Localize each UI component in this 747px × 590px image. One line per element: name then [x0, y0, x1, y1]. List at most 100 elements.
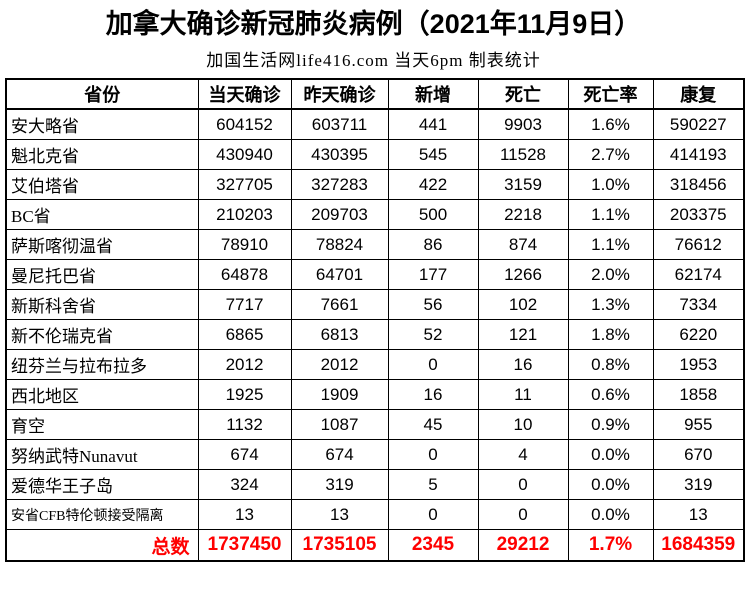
- page-subtitle: 加国生活网life416.com 当天6pm 制表统计: [206, 51, 541, 70]
- cell-new-cases: 0: [387, 439, 479, 470]
- cell-today-confirmed: 674: [197, 439, 292, 470]
- cell-today-confirmed: 324: [197, 469, 292, 500]
- cell-deaths: 874: [477, 229, 569, 260]
- cell-today-confirmed: 78910: [197, 229, 292, 260]
- cell-new-cases: 545: [387, 139, 479, 170]
- cell-province: 纽芬兰与拉布拉多: [5, 349, 199, 380]
- column-header-death-rate: 死亡率: [567, 78, 654, 110]
- cell-recovered: 590227: [652, 108, 745, 140]
- cell-deaths: 11: [477, 379, 569, 410]
- cell-recovered: 6220: [652, 319, 745, 350]
- cell-yesterday-confirmed: 7661: [290, 289, 389, 320]
- cell-new-cases: 0: [387, 349, 479, 380]
- cell-deaths: 10: [477, 409, 569, 440]
- cell-death-rate: 2.7%: [567, 139, 654, 170]
- cell-yesterday-confirmed: 1087: [290, 409, 389, 440]
- cell-province: BC省: [5, 199, 199, 230]
- total-cell-death-rate: 1.7%: [567, 529, 654, 562]
- cell-death-rate: 1.1%: [567, 199, 654, 230]
- cell-death-rate: 0.6%: [567, 379, 654, 410]
- cell-today-confirmed: 604152: [197, 108, 292, 140]
- cell-recovered: 670: [652, 439, 745, 470]
- table-row: 爱德华王子岛 324 319 5 0 0.0% 319: [5, 469, 745, 500]
- table-head: 省份 当天确诊 昨天确诊 新增 死亡 死亡率 康复: [5, 78, 745, 110]
- cell-today-confirmed: 1925: [197, 379, 292, 410]
- column-header-today-confirmed: 当天确诊: [197, 78, 292, 110]
- column-header-deaths: 死亡: [477, 78, 569, 110]
- table-row: 纽芬兰与拉布拉多 2012 2012 0 16 0.8% 1953: [5, 349, 745, 380]
- cell-death-rate: 0.0%: [567, 469, 654, 500]
- cell-new-cases: 45: [387, 409, 479, 440]
- total-row: 总数 1737450 1735105 2345 29212 1.7% 1684359: [5, 529, 745, 562]
- table-row: 萨斯喀彻温省 78910 78824 86 874 1.1% 76612: [5, 229, 745, 260]
- cell-yesterday-confirmed: 319: [290, 469, 389, 500]
- cell-death-rate: 0.9%: [567, 409, 654, 440]
- cell-province: 曼尼托巴省: [5, 259, 199, 290]
- header-row: 省份 当天确诊 昨天确诊 新增 死亡 死亡率 康复: [5, 78, 745, 110]
- cell-death-rate: 1.1%: [567, 229, 654, 260]
- cell-death-rate: 2.0%: [567, 259, 654, 290]
- cell-yesterday-confirmed: 64701: [290, 259, 389, 290]
- column-header-recovered: 康复: [652, 78, 745, 110]
- cell-recovered: 1858: [652, 379, 745, 410]
- cell-recovered: 318456: [652, 169, 745, 200]
- cell-deaths: 11528: [477, 139, 569, 170]
- cell-deaths: 9903: [477, 108, 569, 140]
- cell-province: 艾伯塔省: [5, 169, 199, 200]
- cell-deaths: 0: [477, 469, 569, 500]
- table-row: 新不伦瑞克省 6865 6813 52 121 1.8% 6220: [5, 319, 745, 350]
- cell-death-rate: 0.0%: [567, 499, 654, 530]
- cell-yesterday-confirmed: 13: [290, 499, 389, 530]
- table-row: 育空 1132 1087 45 10 0.9% 955: [5, 409, 745, 440]
- cell-yesterday-confirmed: 674: [290, 439, 389, 470]
- cell-yesterday-confirmed: 6813: [290, 319, 389, 350]
- table-row: 努纳武特Nunavut 674 674 0 4 0.0% 670: [5, 439, 745, 470]
- cell-deaths: 4: [477, 439, 569, 470]
- total-cell-province: 总数: [5, 529, 199, 562]
- column-header-province: 省份: [5, 78, 199, 110]
- table-foot: 总数 1737450 1735105 2345 29212 1.7% 1684359: [5, 529, 745, 562]
- cell-today-confirmed: 13: [197, 499, 292, 530]
- cell-new-cases: 500: [387, 199, 479, 230]
- cell-new-cases: 16: [387, 379, 479, 410]
- cell-province: 新不伦瑞克省: [5, 319, 199, 350]
- total-cell-new-cases: 2345: [387, 529, 479, 562]
- cell-today-confirmed: 6865: [197, 319, 292, 350]
- cell-new-cases: 441: [387, 108, 479, 140]
- cell-recovered: 414193: [652, 139, 745, 170]
- cell-recovered: 319: [652, 469, 745, 500]
- cell-death-rate: 1.6%: [567, 108, 654, 140]
- cell-today-confirmed: 2012: [197, 349, 292, 380]
- column-header-new-cases: 新增: [387, 78, 479, 110]
- cell-deaths: 0: [477, 499, 569, 530]
- cell-province: 魁北克省: [5, 139, 199, 170]
- cell-recovered: 955: [652, 409, 745, 440]
- cell-province: 爱德华王子岛: [5, 469, 199, 500]
- cell-recovered: 13: [652, 499, 745, 530]
- cell-death-rate: 0.0%: [567, 439, 654, 470]
- cell-new-cases: 177: [387, 259, 479, 290]
- cell-recovered: 76612: [652, 229, 745, 260]
- cell-yesterday-confirmed: 1909: [290, 379, 389, 410]
- cell-today-confirmed: 1132: [197, 409, 292, 440]
- cell-province: 安大略省: [5, 108, 199, 140]
- cell-recovered: 7334: [652, 289, 745, 320]
- cell-province: 萨斯喀彻温省: [5, 229, 199, 260]
- table-row: 安大略省 604152 603711 441 9903 1.6% 590227: [5, 108, 745, 140]
- cell-province: 努纳武特Nunavut: [5, 439, 199, 470]
- column-header-yesterday-confirmed: 昨天确诊: [290, 78, 389, 110]
- table-row: BC省 210203 209703 500 2218 1.1% 203375: [5, 199, 745, 230]
- cell-yesterday-confirmed: 78824: [290, 229, 389, 260]
- table-row: 艾伯塔省 327705 327283 422 3159 1.0% 318456: [5, 169, 745, 200]
- cell-new-cases: 0: [387, 499, 479, 530]
- cell-today-confirmed: 64878: [197, 259, 292, 290]
- table-row: 魁北克省 430940 430395 545 11528 2.7% 414193: [5, 139, 745, 170]
- cell-today-confirmed: 430940: [197, 139, 292, 170]
- cell-deaths: 16: [477, 349, 569, 380]
- table-row: 安省CFB特伦顿接受隔离 13 13 0 0 0.0% 13: [5, 499, 745, 530]
- table-row: 新斯科舍省 7717 7661 56 102 1.3% 7334: [5, 289, 745, 320]
- cell-new-cases: 52: [387, 319, 479, 350]
- cell-death-rate: 1.3%: [567, 289, 654, 320]
- cell-deaths: 1266: [477, 259, 569, 290]
- cell-deaths: 121: [477, 319, 569, 350]
